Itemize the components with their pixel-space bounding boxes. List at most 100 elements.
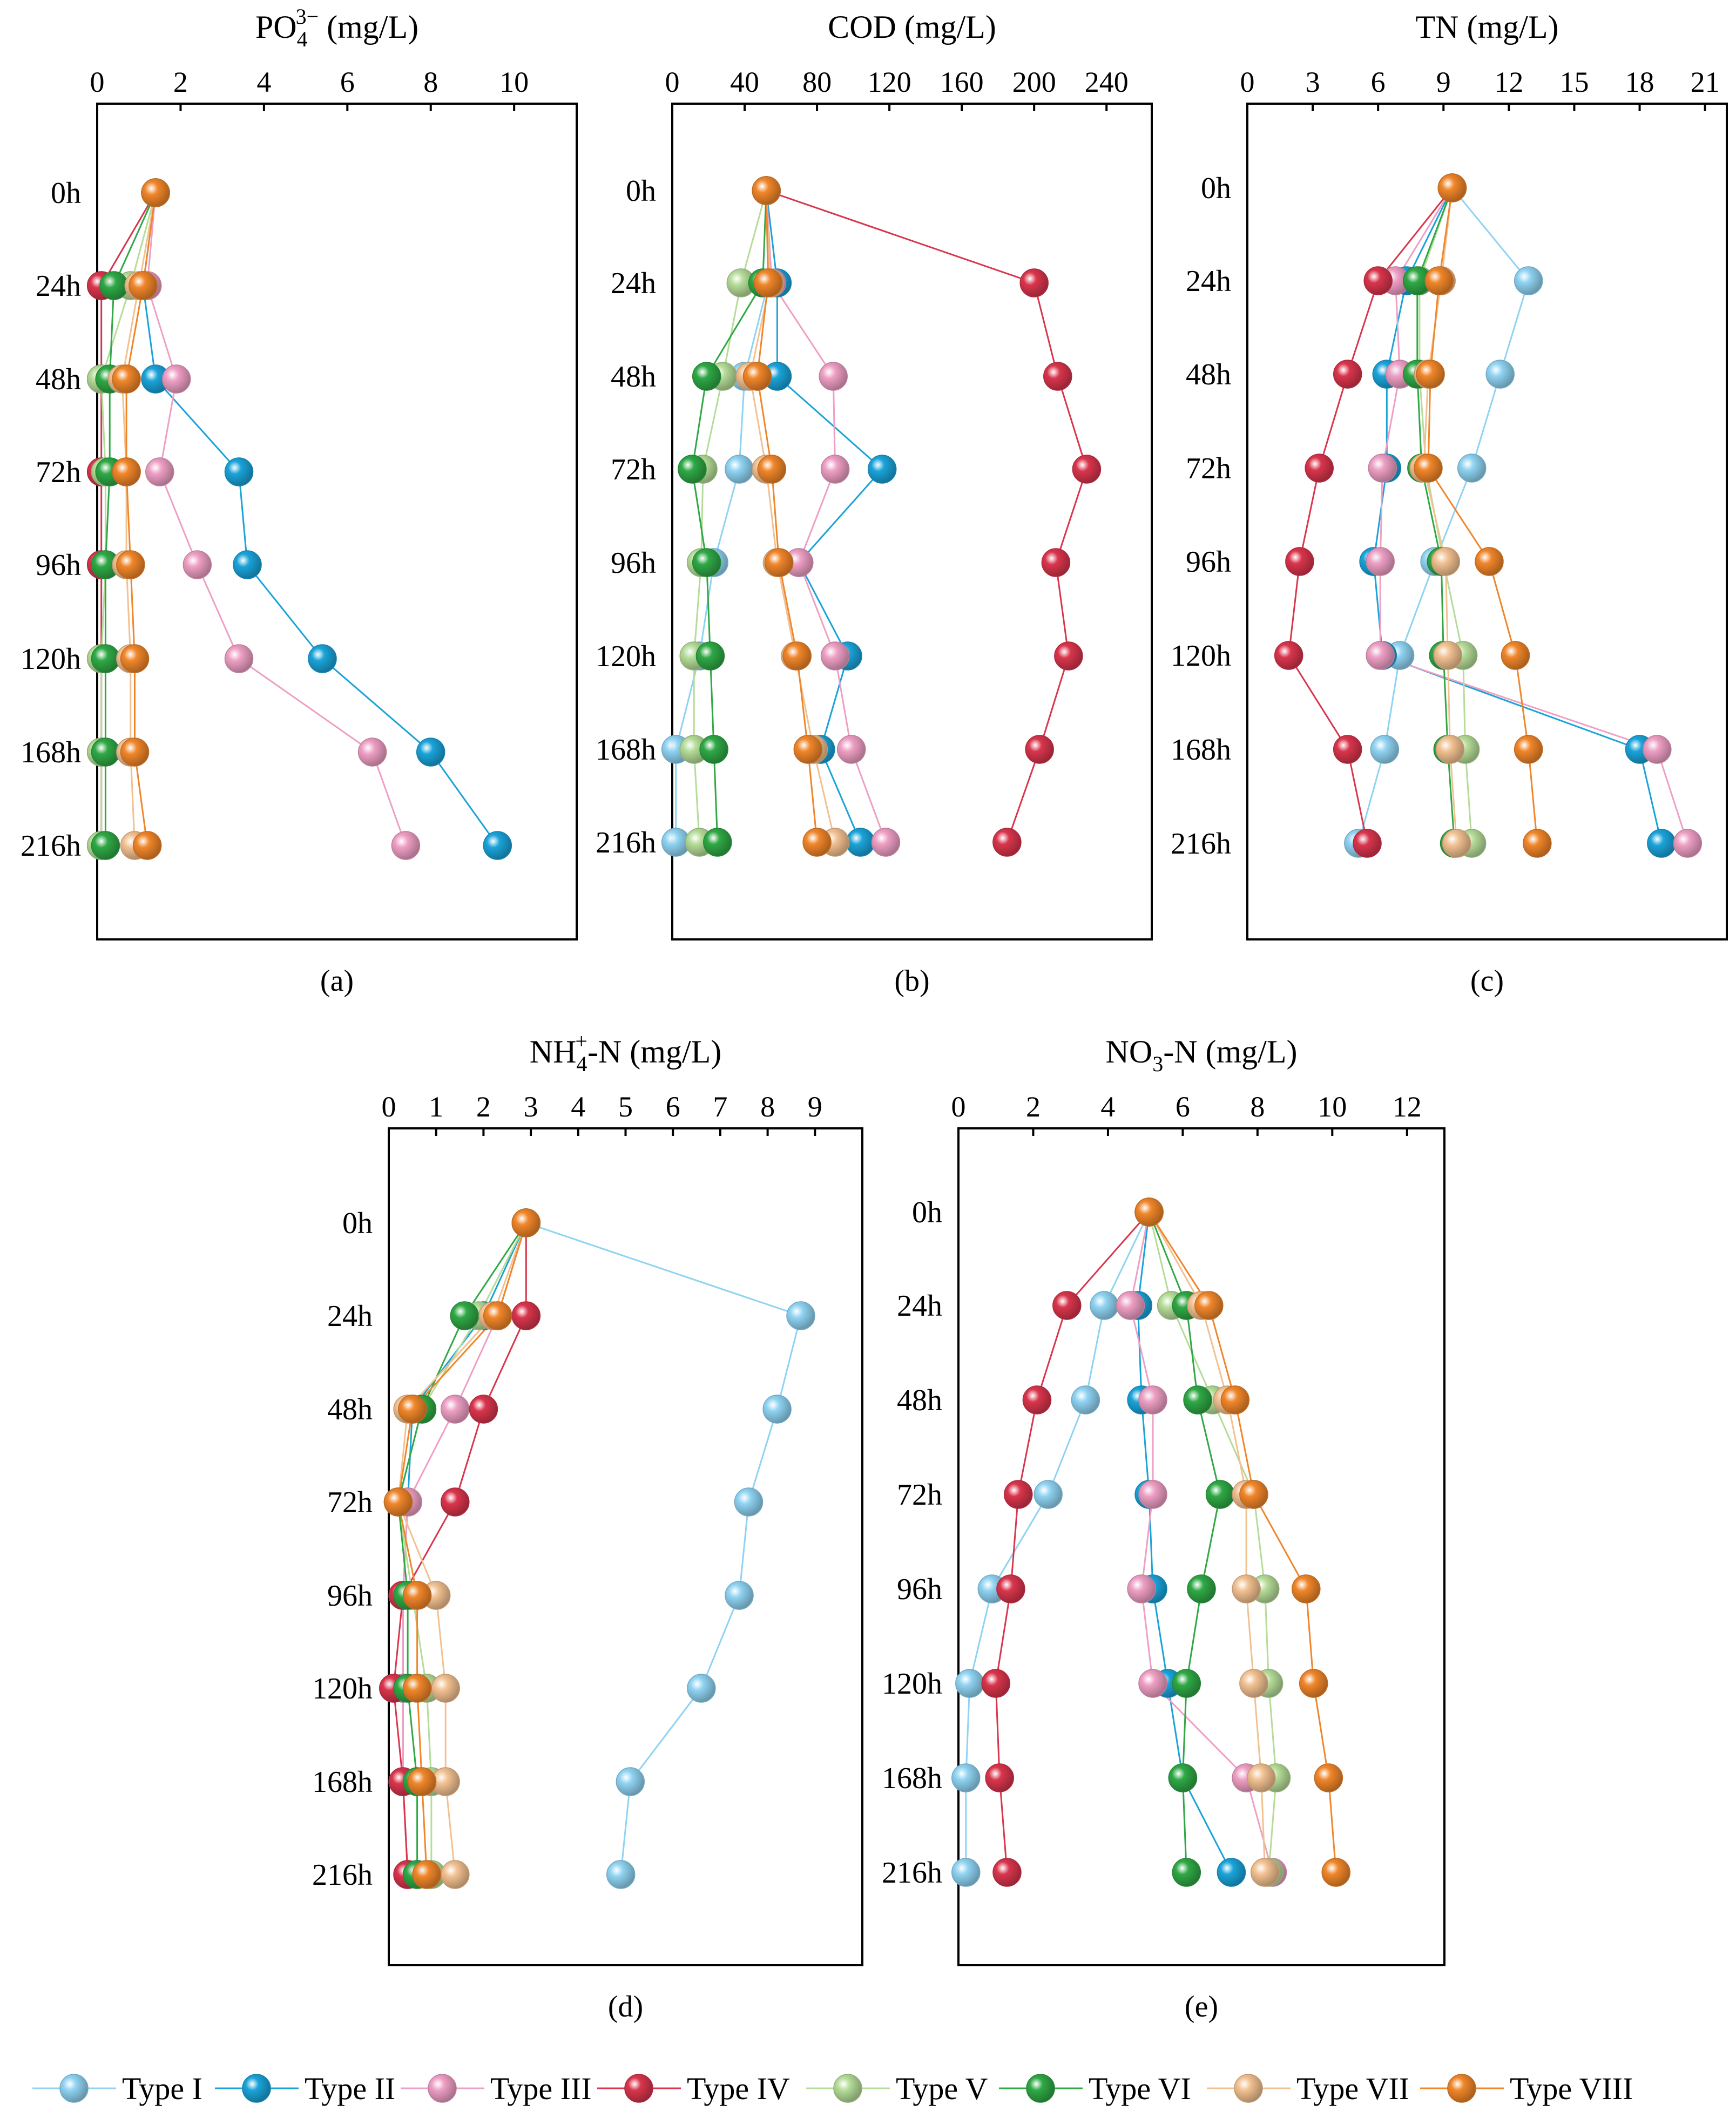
data-point-t7: [1247, 1763, 1276, 1792]
series-line-t1: [675, 190, 769, 842]
data-point-t1: [616, 1767, 645, 1796]
data-point-t3: [183, 550, 212, 579]
time-label: 96h: [36, 549, 81, 582]
data-point-t1: [734, 1487, 764, 1517]
legend-label: Type VI: [1089, 2071, 1191, 2106]
data-point-t1: [1090, 1291, 1119, 1320]
x-tick-label: 2: [1026, 1091, 1041, 1123]
series-line-t5: [397, 1222, 527, 1875]
data-point-t8: [1314, 1763, 1343, 1792]
data-point-t8: [412, 1860, 441, 1889]
time-label: 120h: [596, 640, 656, 673]
x-tick-label: 9: [1436, 66, 1451, 98]
data-point-t8: [1437, 173, 1467, 202]
series-line-t5: [693, 190, 767, 843]
data-point-t3: [1138, 1669, 1167, 1698]
time-label: 168h: [882, 1762, 942, 1795]
data-point-t1: [951, 1763, 981, 1792]
x-tick-label: 9: [808, 1091, 822, 1123]
series-lines: [675, 190, 1087, 843]
plot-frame-b: [671, 103, 1153, 940]
data-point-t4: [1353, 829, 1382, 858]
x-tick-label: 0: [1240, 66, 1255, 98]
data-point-t6: [1187, 1574, 1216, 1603]
data-point-t8: [1523, 829, 1552, 858]
legend-label: Type VIII: [1510, 2071, 1633, 2106]
data-point-t3: [1643, 735, 1672, 764]
data-point-t8: [1514, 735, 1543, 764]
data-point-t4: [441, 1487, 470, 1517]
data-point-t8: [383, 1487, 413, 1517]
data-point-t2: [846, 828, 875, 857]
series-markers: [379, 1208, 815, 1889]
x-tick-label: 6: [1176, 1091, 1190, 1123]
time-label: 0h: [51, 177, 81, 210]
panel-caption: (e): [1185, 1990, 1218, 2024]
series-line-t5: [1148, 1212, 1278, 1873]
data-point-t8: [1501, 641, 1530, 670]
data-point-t6: [450, 1301, 479, 1330]
time-label: 120h: [1171, 639, 1231, 673]
time-label: 120h: [312, 1672, 373, 1706]
data-point-t1: [725, 455, 754, 484]
data-point-t7: [1431, 547, 1461, 576]
data-point-t8: [483, 1301, 512, 1330]
series-line-t1: [525, 1222, 802, 1875]
x-tick-label: 0: [382, 1091, 396, 1123]
data-point-t3: [161, 364, 191, 394]
data-point-t3: [820, 641, 850, 671]
series-line-t2: [1373, 187, 1663, 844]
legend-marker: [59, 2074, 89, 2103]
data-point-t8: [742, 362, 772, 391]
panel-d: 0 1 2 3 4 5 6 7 8 9 NH4+-N (mg/L) 0h 24h 48h 72h 96h 120…: [312, 1029, 863, 2024]
legend-label: Type III: [490, 2071, 592, 2106]
legend-item-t8: Type VIII: [1420, 2071, 1633, 2106]
legend-marker: [624, 2074, 653, 2103]
x-tick-label: 3: [524, 1091, 538, 1123]
legend-marker: [833, 2074, 862, 2103]
legend-item-t2: Type II: [215, 2071, 395, 2106]
time-label: 216h: [596, 826, 656, 860]
data-point-t8: [141, 178, 170, 207]
x-tick-label: 3: [1306, 66, 1320, 98]
time-label: 24h: [1186, 265, 1231, 298]
legend-item-t4: Type IV: [597, 2071, 790, 2106]
time-label: 48h: [897, 1384, 942, 1417]
x-tick-label: 4: [256, 66, 271, 98]
series-line-t8: [397, 1222, 527, 1875]
data-point-t8: [802, 828, 832, 857]
time-label: 72h: [36, 456, 81, 489]
series-line-t6: [691, 190, 767, 843]
data-point-t4: [981, 1669, 1010, 1698]
time-label: 72h: [327, 1486, 373, 1519]
x-tick-label: 4: [571, 1091, 585, 1123]
series-line-t6: [1416, 187, 1455, 844]
time-label: 72h: [1186, 452, 1231, 485]
plot-frame-e: [957, 1127, 1445, 1966]
data-point-t4: [996, 1574, 1025, 1603]
data-point-t4: [1305, 454, 1334, 483]
data-point-t4: [1043, 362, 1072, 391]
data-point-t6: [1172, 1858, 1201, 1887]
series-line-t3: [146, 192, 407, 846]
panel-a: 0 2 4 6 8 10 PO43− (mg/L) 0h 24h 48h 72h 96h 120h 168…: [21, 4, 578, 998]
time-label: 48h: [36, 363, 81, 396]
data-point-t3: [391, 831, 421, 860]
data-point-t3: [224, 644, 254, 673]
data-point-t2: [233, 550, 262, 579]
x-tick-label: 160: [940, 66, 984, 98]
series-line-t3: [765, 190, 887, 843]
data-point-t4: [992, 828, 1022, 857]
time-label: 72h: [897, 1478, 942, 1512]
x-tick-label: 6: [340, 66, 355, 98]
panel-title: PO43− (mg/L): [255, 4, 418, 51]
x-tick-label: 1: [429, 1091, 443, 1123]
x-tick-label: 12: [1494, 66, 1523, 98]
data-point-t4: [992, 1858, 1022, 1887]
data-point-t8: [752, 176, 781, 205]
data-point-t6: [91, 644, 120, 673]
data-point-t3: [819, 362, 848, 391]
plot-frame-c: [1246, 103, 1728, 940]
data-point-t3: [1138, 1480, 1167, 1509]
